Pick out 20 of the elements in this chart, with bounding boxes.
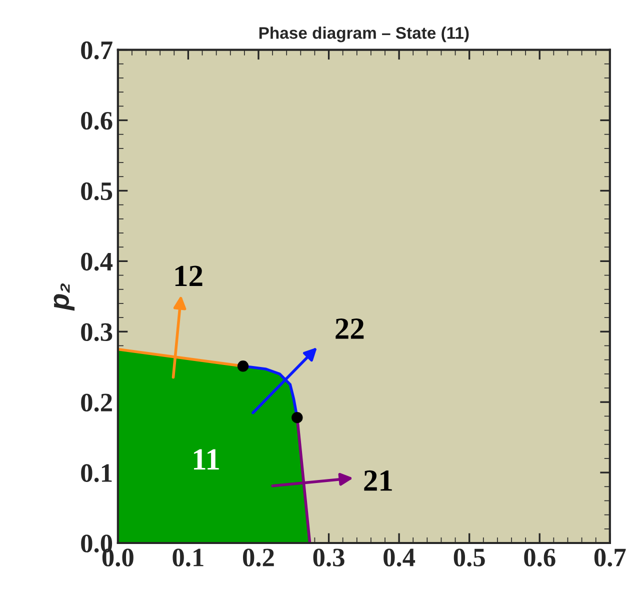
chart-title: Phase diagram – State (11) (259, 26, 469, 42)
y-axis-title: p₂ (54, 283, 75, 311)
x-tick-label: 0.1 (172, 548, 204, 567)
annotation: 12 (175, 266, 202, 286)
y-tick-label: 0.4 (81, 252, 113, 271)
y-tick-label: 0.7 (81, 41, 112, 60)
annotation: 11 (194, 449, 219, 470)
x-tick-label: 0.6 (524, 548, 556, 567)
annotation: 22 (336, 318, 364, 339)
y-tick-label: 0.6 (81, 112, 112, 130)
x-tick-label: 0.3 (313, 548, 344, 567)
x-tick-label: 0.5 (454, 548, 485, 567)
x-tick-label: 0.2 (243, 548, 274, 567)
y-tick-label: 0.2 (81, 394, 112, 412)
x-tick-label: 0.7 (594, 548, 626, 567)
y-tick-label: 0.3 (81, 323, 112, 342)
y-tick-label: 0.5 (81, 182, 112, 200)
y-tick-label: 0.1 (81, 464, 112, 482)
x-tick-label: 0.4 (384, 548, 416, 567)
annotation: 21 (364, 470, 392, 491)
